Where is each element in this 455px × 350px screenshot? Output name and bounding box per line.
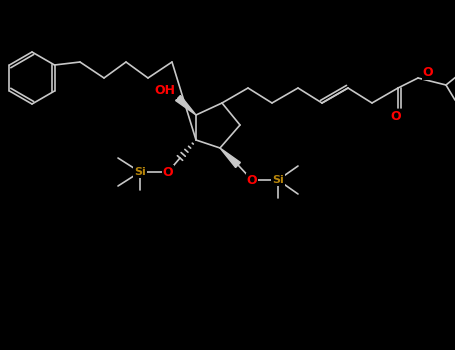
Text: OH: OH [155, 84, 176, 98]
Text: Si: Si [272, 175, 284, 185]
Text: O: O [247, 174, 258, 187]
Text: O: O [163, 166, 173, 178]
Text: Si: Si [134, 167, 146, 177]
Polygon shape [176, 96, 196, 115]
Polygon shape [220, 148, 240, 168]
Text: O: O [423, 65, 433, 78]
Text: O: O [391, 110, 401, 122]
